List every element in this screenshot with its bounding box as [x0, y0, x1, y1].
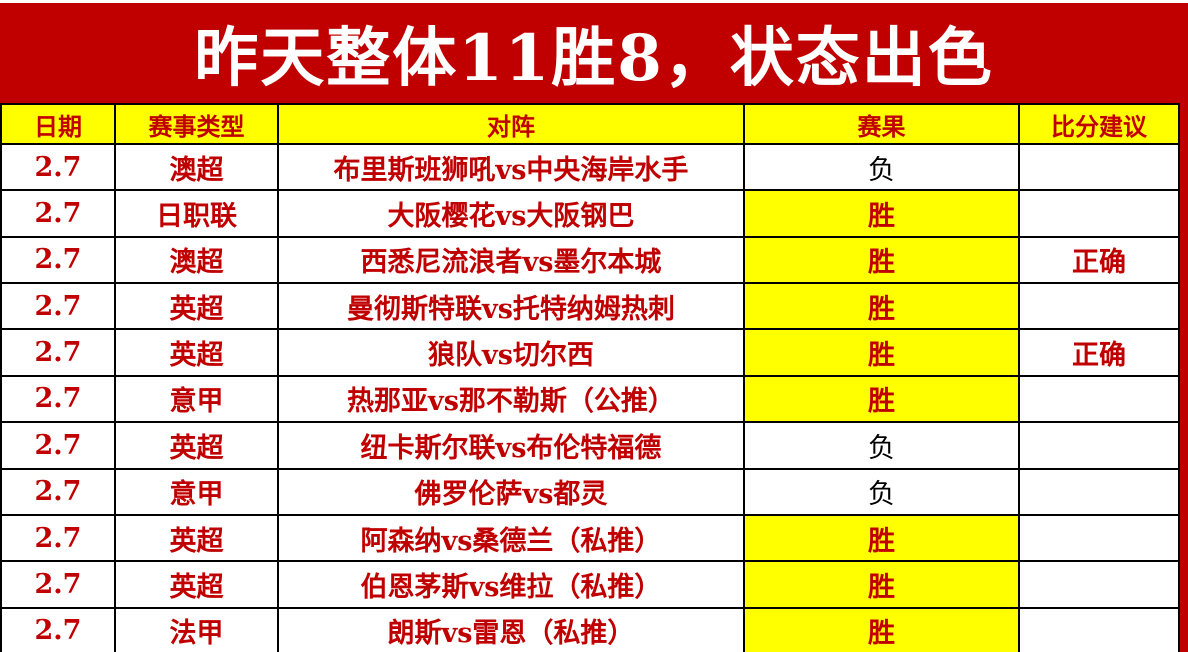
date-cell: 2.7 — [2, 423, 116, 468]
league-cell: 意甲 — [116, 376, 279, 422]
suggestion-cell — [1020, 145, 1178, 189]
result-cell: 胜 — [745, 608, 1020, 652]
results-table: 日期 赛事类型 对阵 赛果 比分建议 2.7 澳超 布里斯班狮吼vs中央海岸水手负 2… — [0, 103, 1180, 652]
result-cell: 胜 — [745, 284, 1020, 329]
league-cell: 英超 — [116, 562, 279, 607]
matchup-cell: 伯恩茅斯vs维拉（私推） — [279, 562, 745, 607]
date-cell: 2.7 — [2, 376, 116, 422]
date-cell: 2.7 — [2, 562, 116, 607]
table-row: 2.7 意甲 热那亚vs那不勒斯（公推）胜 — [2, 376, 1178, 424]
league-cell: 英超 — [116, 515, 279, 561]
suggestion-cell — [1020, 191, 1178, 235]
table-row: 2.7 英超 纽卡斯尔联vs布伦特福德负 — [2, 423, 1178, 470]
result-cell: 胜 — [745, 237, 1020, 283]
title-banner: 昨天整体11胜8，状态出色 — [194, 21, 994, 96]
suggestion-cell — [1020, 562, 1178, 606]
matchup-cell: 布里斯班狮吼vs中央海岸水手 — [279, 145, 745, 190]
header-cell-result: 赛果 — [745, 105, 1020, 143]
table-row: 2.7 英超 狼队vs切尔西胜 正确 — [2, 330, 1178, 377]
header-cell-league: 赛事类型 — [116, 105, 279, 143]
date-cell: 2.7 — [2, 469, 116, 514]
table-row: 2.7 英超 伯恩茅斯vs维拉（私推）胜 — [2, 562, 1178, 609]
matchup-cell: 西悉尼流浪者vs墨尔本城 — [279, 237, 745, 283]
result-cell: 负 — [745, 423, 1020, 468]
suggestion-cell — [1020, 284, 1178, 328]
matchup-cell: 纽卡斯尔联vs布伦特福德 — [279, 423, 745, 468]
date-cell: 2.7 — [2, 145, 116, 190]
header-cell-suggestion: 比分建议 — [1051, 111, 1147, 141]
league-cell: 澳超 — [116, 145, 279, 190]
matchup-cell: 狼队vs切尔西 — [279, 330, 745, 375]
suggestion-cell — [1020, 470, 1178, 514]
table-row: 2.7 法甲 朗斯vs雷恩（私推）胜 — [2, 608, 1178, 652]
league-cell: 澳超 — [116, 237, 279, 283]
date-cell: 2.7 — [2, 284, 116, 329]
result-cell: 负 — [745, 145, 1020, 190]
suggestion-cell — [1020, 609, 1178, 652]
suggestion-cell: 正确 — [1072, 340, 1126, 372]
matchup-cell: 热那亚vs那不勒斯（公推） — [279, 376, 745, 422]
league-cell: 英超 — [116, 284, 279, 329]
result-cell: 负 — [745, 469, 1020, 514]
suggestion-cell: 正确 — [1072, 247, 1126, 279]
date-cell: 2.7 — [2, 191, 116, 236]
date-cell: 2.7 — [2, 608, 116, 652]
matchup-cell: 大阪樱花vs大阪钢巴 — [279, 191, 745, 236]
suggestion-cell — [1020, 423, 1178, 467]
header-cell-matchup: 对阵 — [279, 105, 745, 143]
date-cell: 2.7 — [2, 515, 116, 561]
result-cell: 胜 — [745, 562, 1020, 607]
league-cell: 英超 — [116, 423, 279, 468]
league-cell: 英超 — [116, 330, 279, 375]
table-row: 2.7 日职联 大阪樱花vs大阪钢巴胜 — [2, 191, 1178, 238]
table-row: 2.7 英超 阿森纳vs桑德兰（私推）胜 — [2, 515, 1178, 563]
matchup-cell: 朗斯vs雷恩（私推） — [279, 608, 745, 652]
table-row: 2.7 澳超 西悉尼流浪者vs墨尔本城胜 正确 — [2, 237, 1178, 285]
result-cell: 胜 — [745, 515, 1020, 561]
matchup-cell: 阿森纳vs桑德兰（私推） — [279, 515, 745, 561]
league-cell: 日职联 — [116, 191, 279, 236]
table-row: 2.7 澳超 布里斯班狮吼vs中央海岸水手负 — [2, 145, 1178, 192]
league-cell: 意甲 — [116, 469, 279, 514]
suggestion-cell — [1020, 377, 1178, 421]
league-cell: 法甲 — [116, 608, 279, 652]
table-row: 2.7 英超 曼彻斯特联vs托特纳姆热刺胜 — [2, 284, 1178, 331]
result-cell: 胜 — [745, 330, 1020, 375]
table-row: 2.7 意甲 佛罗伦萨vs都灵负 — [2, 469, 1178, 516]
header-cell-date: 日期 — [2, 105, 116, 143]
table-header: 日期 赛事类型 对阵 赛果 比分建议 — [2, 105, 1178, 145]
date-cell: 2.7 — [2, 330, 116, 375]
result-cell: 胜 — [745, 376, 1020, 422]
matchup-cell: 曼彻斯特联vs托特纳姆热刺 — [279, 284, 745, 329]
matchup-cell: 佛罗伦萨vs都灵 — [279, 469, 745, 514]
table-body: 2.7 澳超 布里斯班狮吼vs中央海岸水手负 2.7 日职联 大阪樱花vs大阪钢巴胜 2.7… — [2, 145, 1178, 652]
date-cell: 2.7 — [2, 237, 116, 283]
result-cell: 胜 — [745, 191, 1020, 236]
suggestion-cell — [1020, 516, 1178, 560]
